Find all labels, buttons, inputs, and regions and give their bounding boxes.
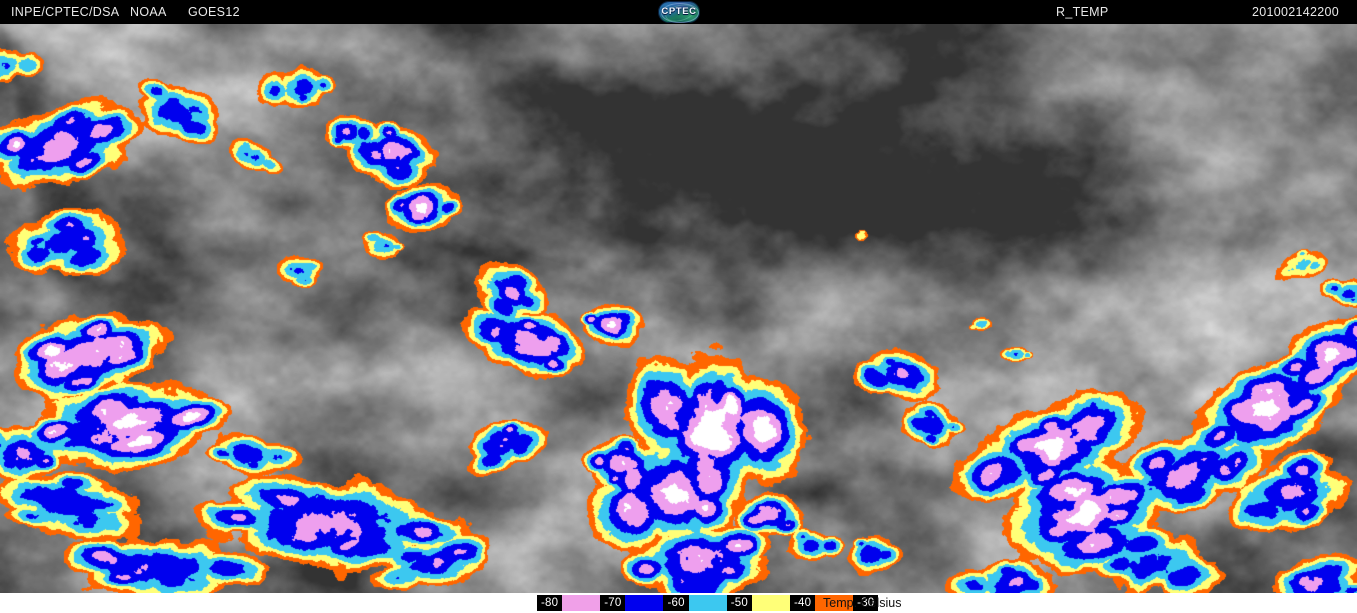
legend-label-minus70: -70 [600,595,626,611]
cptec-logo-icon: CPTEC [658,1,700,23]
logo-ring-outer [661,3,699,23]
legend-label-minus50: -50 [726,595,752,611]
legend-swatch-yellow-50-40 [751,595,790,611]
header-bar: INPE/CPTEC/DSA NOAA GOES12 R_TEMP 201002… [0,0,1357,24]
infrared-cloud-image [0,24,1357,593]
header-timestamp-label: 201002142200 [1252,5,1340,19]
legend-swatch-cyan-60-50 [688,595,727,611]
legend-swatch-orange-40-30 [815,595,854,611]
legend-swatch-blue-70-60 [625,595,664,611]
header-product-label: R_TEMP [1056,5,1109,19]
header-satellite-label: GOES12 [188,5,240,19]
legend-label-minus30: -30 [853,595,879,611]
legend-label-minus40: -40 [789,595,816,611]
header-agency-label: INPE/CPTEC/DSA [11,5,120,19]
legend-units-label: Temp. Celsius [823,596,902,610]
legend-bar: -80 -70 -60 -50 -40 -30 Temp. Celsius [0,593,1357,613]
legend-label-minus80: -80 [537,595,563,611]
legend-swatch-pink-below-80 [562,595,601,611]
satellite-image-panel [0,24,1357,593]
temperature-color-scale: -80 -70 -60 -50 -40 -30 [537,593,879,613]
header-source-label: NOAA [130,5,167,19]
logo-text: CPTEC [661,6,697,17]
legend-label-minus60: -60 [663,595,689,611]
